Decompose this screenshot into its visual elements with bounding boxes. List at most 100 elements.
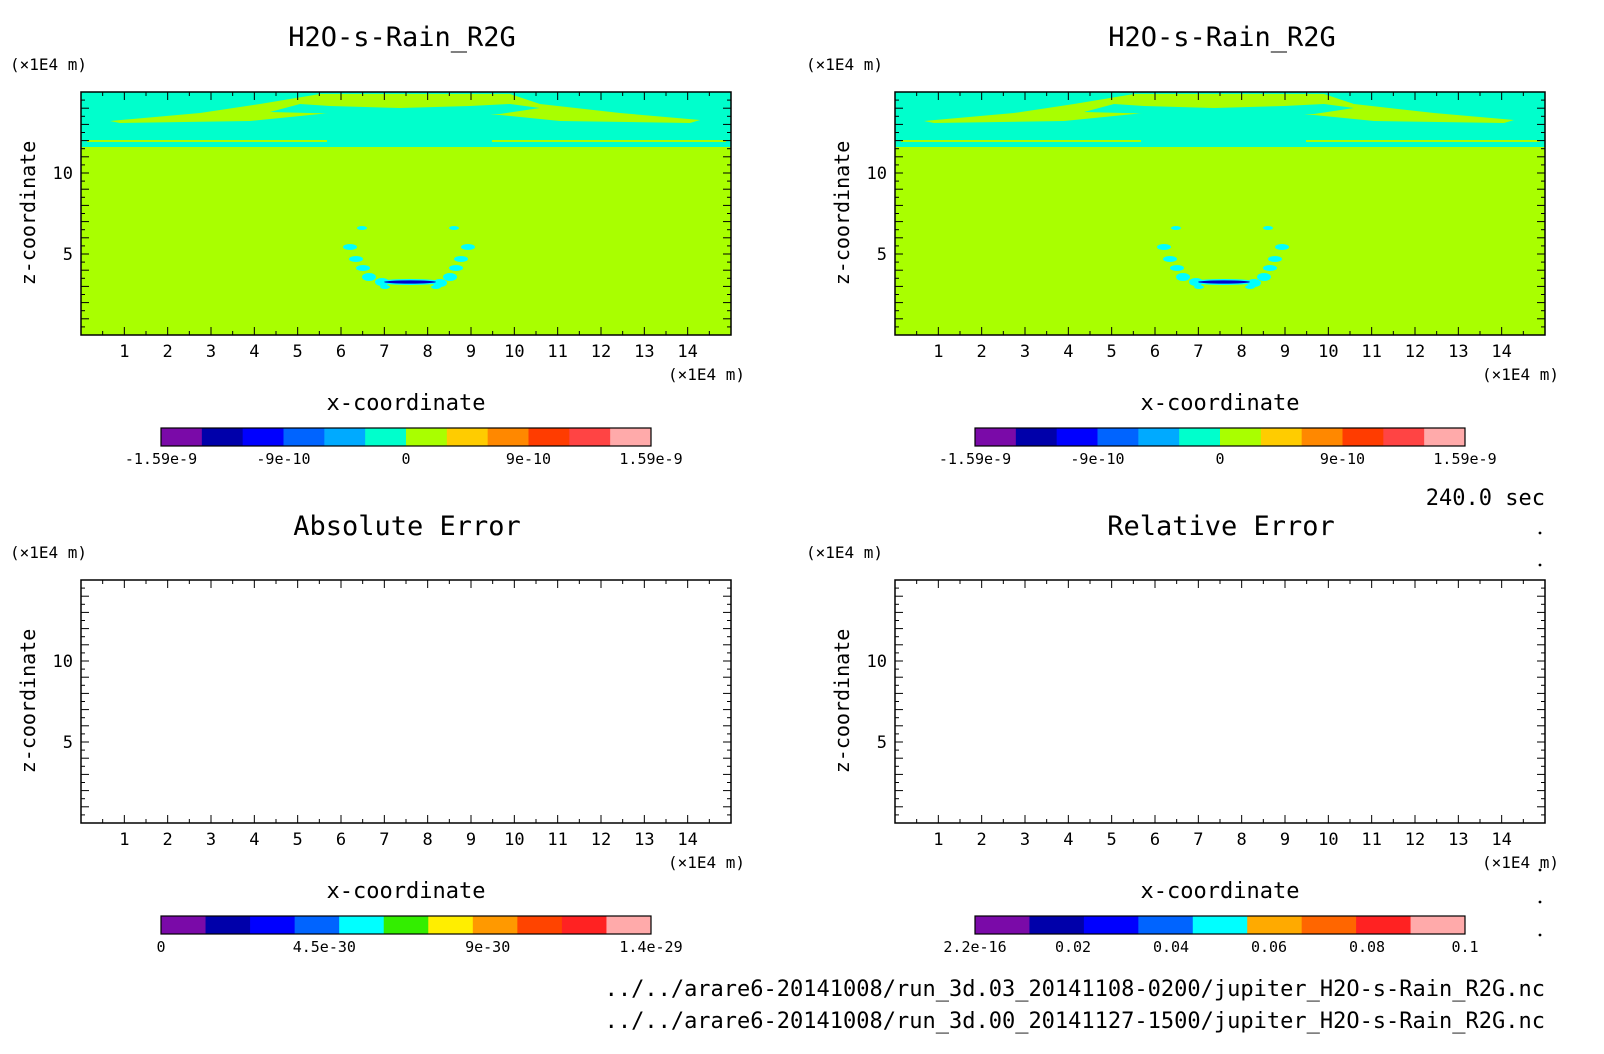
x-tick-label: 1 xyxy=(933,342,943,362)
x-axis-label: x-coordinate xyxy=(1141,391,1300,416)
x-tick-label: 4 xyxy=(249,342,259,362)
colorbar-swatch xyxy=(294,916,340,934)
heatmap-field xyxy=(81,92,731,335)
x-tick-label: 12 xyxy=(591,342,611,362)
colorbar: -1.59e-9 -9e-10 0 9e-10 1.59e-9 xyxy=(939,427,1497,468)
x-tick-label: 3 xyxy=(1020,830,1030,850)
colorbar-swatch xyxy=(1260,428,1303,446)
x-tick-label: 3 xyxy=(206,342,216,362)
colorbar-swatch xyxy=(1424,428,1466,446)
x-tick-label: 5 xyxy=(293,830,303,850)
file-path-1: ../../arare6-20141008/run_3d.03_20141108… xyxy=(605,977,1545,1002)
colorbar-swatch xyxy=(528,428,570,446)
colorbar-swatch xyxy=(242,428,284,446)
x-tick-label: 9 xyxy=(1280,342,1290,362)
panel-top-left: H2O-s-Rain_R2G (×1E4 m) xyxy=(10,22,745,468)
panel-top-right: H2O-s-Rain_R2G (×1E4 m) xyxy=(806,22,1559,468)
x-tick-label: 13 xyxy=(634,830,654,850)
cyan-inner-lobe xyxy=(270,104,540,114)
colorbar-swatch xyxy=(1410,916,1466,934)
colorbar-label: 0 xyxy=(156,938,165,956)
x-tick-label: 1 xyxy=(119,342,129,362)
y-axis-label: z-coordinate xyxy=(16,141,40,286)
x-unit-label: (×1E4 m) xyxy=(668,365,745,384)
colorbar-label: 1.59e-9 xyxy=(619,450,682,468)
x-tick-label: 12 xyxy=(1405,830,1425,850)
colorbar-swatch xyxy=(1383,428,1425,446)
x-tick-label: 10 xyxy=(1318,342,1338,362)
colorbar-swatch xyxy=(1301,428,1343,446)
x-tick-label: 8 xyxy=(1237,830,1247,850)
x-tick-label: 11 xyxy=(1361,342,1381,362)
x-tick-label: 12 xyxy=(1405,342,1425,362)
x-tick-label: 8 xyxy=(1237,342,1247,362)
x-tick-label: 13 xyxy=(1448,830,1468,850)
x-tick-label: 1 xyxy=(933,830,943,850)
colorbar-label: -9e-10 xyxy=(256,450,310,468)
panel-title: Relative Error xyxy=(1107,511,1335,542)
colorbar-swatch xyxy=(201,428,244,446)
colorbar-swatch xyxy=(283,428,325,446)
y-tick-label: 10 xyxy=(867,652,887,672)
x-tick-label: 2 xyxy=(163,342,173,362)
file-path-2: ../../arare6-20141008/run_3d.00_20141127… xyxy=(605,1009,1545,1034)
y-unit-label: (×1E4 m) xyxy=(10,55,87,74)
x-tick-label: 2 xyxy=(977,830,987,850)
x-tick-label: 13 xyxy=(1448,342,1468,362)
colorbar-label: 9e-10 xyxy=(1320,450,1365,468)
x-tick-label: 5 xyxy=(1107,342,1117,362)
panel-title: Absolute Error xyxy=(293,511,521,542)
colorbar-frame xyxy=(974,427,1466,447)
time-label: 240.0 sec xyxy=(1426,486,1545,511)
x-tick-label: 4 xyxy=(1063,830,1073,850)
colorbar-swatch xyxy=(975,428,1017,446)
colorbar-swatch xyxy=(1301,916,1357,934)
x-tick-label: 10 xyxy=(504,830,524,850)
colorbar: 2.2e-16 0.02 0.04 0.06 0.08 0.1 xyxy=(943,915,1479,956)
panel-bottom-left: Absolute Error (×1E4 m) 1 2 3 4 5 6 7 8 9 10 11 12 1… xyxy=(10,511,745,956)
colorbar-swatch xyxy=(1083,916,1139,934)
x-tick-label: 7 xyxy=(379,830,389,850)
x-tick-label: 6 xyxy=(1150,342,1160,362)
x-axis-label: x-coordinate xyxy=(1141,879,1300,904)
colorbar-swatch xyxy=(487,428,529,446)
colorbar-label: 9e-30 xyxy=(465,938,510,956)
thin-band-left xyxy=(87,140,327,142)
panel-title: H2O-s-Rain_R2G xyxy=(1108,22,1336,53)
colorbar-swatch xyxy=(975,916,1030,934)
x-tick-label: 3 xyxy=(206,830,216,850)
field-background xyxy=(895,580,1545,823)
colorbar-frame xyxy=(160,427,652,447)
colorbar-swatch xyxy=(1356,916,1412,934)
x-axis-label: x-coordinate xyxy=(327,391,486,416)
x-tick-label: 3 xyxy=(1020,342,1030,362)
y-axis-label: z-coordinate xyxy=(830,141,854,286)
margin-dots xyxy=(1538,531,1542,937)
x-tick-label: 10 xyxy=(1318,830,1338,850)
colorbar-swatch xyxy=(1342,428,1384,446)
x-tick-label: 11 xyxy=(547,830,567,850)
y-unit-label: (×1E4 m) xyxy=(10,543,87,562)
colorbar-swatch xyxy=(1247,916,1303,934)
x-tick-label: 4 xyxy=(1063,342,1073,362)
x-tick-label: 14 xyxy=(677,830,697,850)
colorbar-swatch xyxy=(446,428,489,446)
y-axis-label: z-coordinate xyxy=(830,629,854,774)
x-tick-label: 7 xyxy=(379,342,389,362)
colorbar-swatch xyxy=(324,428,366,446)
x-tick-label: 9 xyxy=(466,342,476,362)
x-tick-label: 9 xyxy=(1280,830,1290,850)
x-tick-label: 10 xyxy=(504,342,524,362)
colorbar-label: 0.06 xyxy=(1251,938,1287,956)
y-tick-label: 5 xyxy=(63,245,73,265)
x-tick-label: 11 xyxy=(1361,830,1381,850)
colorbar-label: 0 xyxy=(1215,450,1224,468)
cloud-patches xyxy=(1157,226,1289,289)
colorbar-swatch xyxy=(161,428,203,446)
colorbar-label: -1.59e-9 xyxy=(125,450,197,468)
colorbar-label: 0.04 xyxy=(1153,938,1189,956)
colorbar-label: 0 xyxy=(401,450,410,468)
colorbar-swatch xyxy=(1138,916,1194,934)
x-tick-label: 1 xyxy=(119,830,129,850)
x-tick-label: 8 xyxy=(423,830,433,850)
